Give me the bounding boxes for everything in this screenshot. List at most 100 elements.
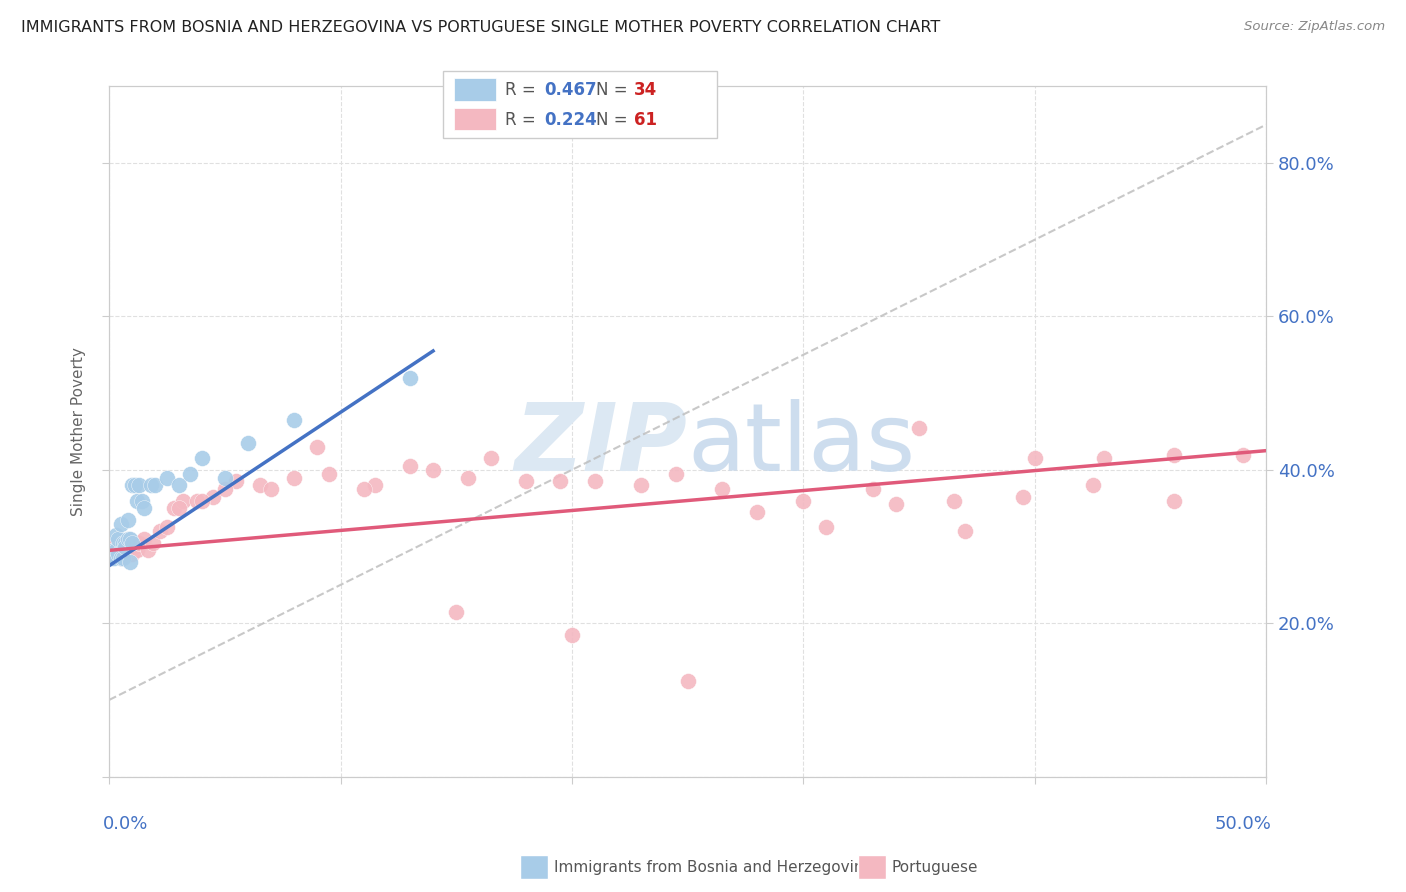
Point — [1081, 478, 1104, 492]
Point — [353, 482, 375, 496]
Point — [186, 493, 208, 508]
Point — [955, 524, 977, 539]
Point — [190, 493, 212, 508]
Point — [422, 463, 444, 477]
Point — [364, 478, 387, 492]
Point — [550, 475, 572, 489]
Point — [236, 436, 259, 450]
Point — [112, 551, 135, 566]
Point — [318, 467, 340, 481]
Point — [105, 543, 128, 558]
Point — [202, 490, 225, 504]
Point — [107, 547, 129, 561]
Point — [131, 493, 153, 508]
Point — [444, 605, 467, 619]
Text: N =: N = — [596, 111, 633, 128]
Point — [117, 543, 139, 558]
Point — [121, 535, 143, 549]
Text: 61: 61 — [634, 111, 657, 128]
Point — [1024, 451, 1046, 466]
Point — [142, 535, 165, 549]
Point — [1163, 493, 1185, 508]
Point — [110, 516, 132, 531]
Point — [100, 540, 122, 554]
Point — [942, 493, 965, 508]
Point — [124, 478, 146, 492]
Point — [908, 420, 931, 434]
Point — [114, 540, 136, 554]
Text: 0.224: 0.224 — [544, 111, 598, 128]
Point — [156, 470, 179, 484]
Point — [711, 482, 734, 496]
Point — [110, 551, 132, 566]
Point — [132, 501, 155, 516]
Point — [307, 440, 329, 454]
Point — [139, 478, 162, 492]
Point — [179, 467, 201, 481]
Point — [1163, 448, 1185, 462]
Point — [114, 535, 136, 549]
Text: 0.467: 0.467 — [544, 81, 596, 99]
Point — [815, 520, 838, 534]
Point — [124, 540, 146, 554]
Point — [103, 543, 125, 558]
Point — [117, 513, 139, 527]
Point — [112, 535, 135, 549]
Point — [103, 551, 125, 566]
Text: IMMIGRANTS FROM BOSNIA AND HERZEGOVINA VS PORTUGUESE SINGLE MOTHER POVERTY CORRE: IMMIGRANTS FROM BOSNIA AND HERZEGOVINA V… — [21, 20, 941, 35]
Text: 0.0%: 0.0% — [104, 814, 149, 832]
Point — [249, 478, 271, 492]
Point — [1012, 490, 1035, 504]
Point — [118, 540, 141, 554]
Point — [156, 520, 179, 534]
Text: atlas: atlas — [688, 400, 915, 491]
Point — [167, 501, 190, 516]
Point — [515, 475, 537, 489]
Point — [145, 478, 167, 492]
Text: 34: 34 — [634, 81, 658, 99]
Point — [138, 543, 160, 558]
Point — [121, 547, 143, 561]
Point — [107, 532, 129, 546]
Point — [103, 543, 125, 558]
Point — [132, 532, 155, 546]
Point — [112, 540, 135, 554]
Point — [118, 555, 141, 569]
Point — [479, 451, 502, 466]
Point — [225, 475, 247, 489]
Point — [110, 551, 132, 566]
Text: Immigrants from Bosnia and Herzegovina: Immigrants from Bosnia and Herzegovina — [554, 860, 873, 874]
Point — [283, 413, 305, 427]
Point — [167, 478, 190, 492]
Point — [792, 493, 814, 508]
Text: ZIP: ZIP — [515, 400, 688, 491]
Point — [100, 551, 122, 566]
Point — [399, 371, 422, 385]
Point — [128, 535, 150, 549]
Point — [125, 493, 148, 508]
Point — [118, 532, 141, 546]
Point — [214, 482, 236, 496]
Point — [676, 673, 699, 688]
Point — [1232, 448, 1254, 462]
Point — [172, 493, 194, 508]
Point — [128, 478, 150, 492]
Point — [665, 467, 688, 481]
Point — [190, 451, 212, 466]
Point — [862, 482, 884, 496]
Point — [457, 470, 479, 484]
Point — [561, 628, 583, 642]
Point — [163, 501, 186, 516]
Point — [630, 478, 652, 492]
Text: Source: ZipAtlas.com: Source: ZipAtlas.com — [1244, 20, 1385, 33]
Point — [1092, 451, 1115, 466]
Point — [214, 470, 236, 484]
Point — [583, 475, 606, 489]
Y-axis label: Single Mother Poverty: Single Mother Poverty — [72, 347, 86, 516]
Point — [260, 482, 283, 496]
Point — [117, 532, 139, 546]
Point — [105, 543, 128, 558]
Point — [149, 524, 172, 539]
Text: N =: N = — [596, 81, 633, 99]
Point — [283, 470, 305, 484]
